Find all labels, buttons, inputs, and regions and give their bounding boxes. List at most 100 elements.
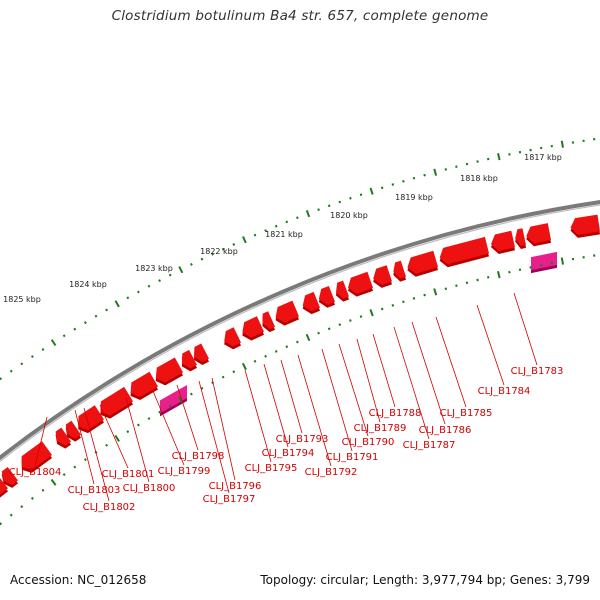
gene-labels: CLJ_B1783 CLJ_B1784 CLJ_B1785 CLJ_B1786 CLJ_… xyxy=(9,292,563,513)
kbp-label: 1821 kbp xyxy=(265,230,303,239)
scale-tick xyxy=(285,345,289,349)
gene-leader-line xyxy=(393,326,430,440)
scale-tick xyxy=(114,300,120,308)
scale-tick xyxy=(136,290,140,294)
gene-leader-line xyxy=(244,369,272,463)
scale-tick xyxy=(560,140,564,148)
scale-tick xyxy=(465,162,469,166)
topology-text: Topology: circular; Length: 3,977,794 bp… xyxy=(260,573,590,587)
gene-feature xyxy=(155,357,183,383)
gene-feature xyxy=(515,228,526,246)
gene-leader-line xyxy=(356,338,381,423)
gene-feature xyxy=(262,311,275,330)
scale-tick xyxy=(41,348,45,351)
gene-leader-line xyxy=(198,380,230,494)
scale-tick xyxy=(126,430,130,434)
gene-leader-line xyxy=(211,377,236,481)
gene-leader-line xyxy=(280,359,303,434)
scale-tick xyxy=(412,176,416,180)
gene-label: CLJ_B1796 xyxy=(209,481,262,492)
scale-tick xyxy=(349,319,352,322)
backbone-line xyxy=(0,200,600,461)
scale-tick xyxy=(0,377,3,381)
scale-tick xyxy=(402,300,405,304)
scale-tick xyxy=(391,303,395,307)
scale-tick xyxy=(158,410,162,414)
gene-feature xyxy=(373,265,392,285)
scale-tick xyxy=(178,266,184,274)
scale-tick xyxy=(20,505,24,509)
gene-feature xyxy=(491,230,515,252)
gene-label: CLJ_B1790 xyxy=(342,437,395,448)
scale-tick xyxy=(285,220,289,224)
gene-leader-line xyxy=(321,348,353,452)
kbp-scale-labels: 1817 kbp 1818 kbp 1819 kbp 1820 kbp 1821 kbp… xyxy=(3,153,562,304)
scale-tick xyxy=(274,224,278,228)
gene-label: CLJ_B1786 xyxy=(419,425,472,436)
scale-tick xyxy=(338,200,342,204)
scale-tick xyxy=(178,396,184,404)
gene-label: CLJ_B1804 xyxy=(9,467,62,478)
gene-label: CLJ_B1791 xyxy=(326,452,379,463)
scale-tick xyxy=(200,386,204,390)
scale-tick xyxy=(296,340,299,344)
gene-feature xyxy=(55,427,71,446)
scale-tick xyxy=(264,354,267,358)
scale-tick xyxy=(359,193,363,197)
rna-feature xyxy=(531,251,557,271)
outer-tick-track xyxy=(0,137,596,381)
gene-feature xyxy=(21,441,52,470)
gene-feature xyxy=(335,280,349,299)
gene-leader-line xyxy=(99,404,129,469)
scale-tick xyxy=(253,233,257,237)
gene-leader-line xyxy=(476,304,505,386)
scale-tick xyxy=(168,273,172,277)
scale-tick xyxy=(136,423,140,427)
scale-tick xyxy=(338,323,342,327)
scale-tick xyxy=(455,165,458,169)
backbone-highlight xyxy=(0,204,600,463)
scale-tick xyxy=(168,404,172,408)
gene-feature xyxy=(130,371,158,398)
scale-tick xyxy=(391,183,395,186)
gene-label: CLJ_B1800 xyxy=(123,483,176,494)
scale-tick xyxy=(433,288,438,296)
gene-label: CLJ_B1802 xyxy=(83,502,136,513)
scale-tick xyxy=(62,334,66,338)
scale-tick xyxy=(486,275,490,279)
scale-tick xyxy=(105,443,109,447)
scale-tick xyxy=(242,236,247,244)
gene-leader-line xyxy=(297,354,332,467)
scale-tick xyxy=(305,333,311,342)
scale-tick xyxy=(9,369,13,373)
scale-tick xyxy=(30,355,34,359)
gene-leader-line xyxy=(372,333,396,408)
scale-tick xyxy=(241,362,247,371)
gene-feature xyxy=(407,250,438,274)
scale-tick xyxy=(317,331,320,335)
scale-tick xyxy=(30,496,34,500)
scale-tick xyxy=(380,307,384,311)
scale-tick xyxy=(126,296,130,300)
gene-leader-line xyxy=(263,363,289,448)
gene-leader-line xyxy=(152,390,185,466)
gene-label: CLJ_B1795 xyxy=(245,463,298,474)
scale-tick xyxy=(232,370,236,374)
kbp-label: 1818 kbp xyxy=(460,174,498,183)
map-title: Clostridium botulinum Ba4 str. 657, comp… xyxy=(111,8,489,24)
scale-tick xyxy=(114,434,120,442)
scale-tick xyxy=(497,271,501,279)
gene-feature xyxy=(393,260,406,279)
scale-tick xyxy=(349,196,352,200)
scale-tick xyxy=(232,243,236,246)
gene-feature xyxy=(100,386,133,416)
gene-feature xyxy=(194,343,209,363)
scale-tick xyxy=(402,179,405,183)
gene-feature xyxy=(302,291,320,312)
scale-tick xyxy=(327,204,331,208)
scale-tick xyxy=(560,257,565,265)
gene-feature xyxy=(1,466,18,485)
gene-leader-line xyxy=(513,292,538,366)
gene-feature xyxy=(65,420,81,439)
kbp-label: 1825 kbp xyxy=(3,295,41,304)
